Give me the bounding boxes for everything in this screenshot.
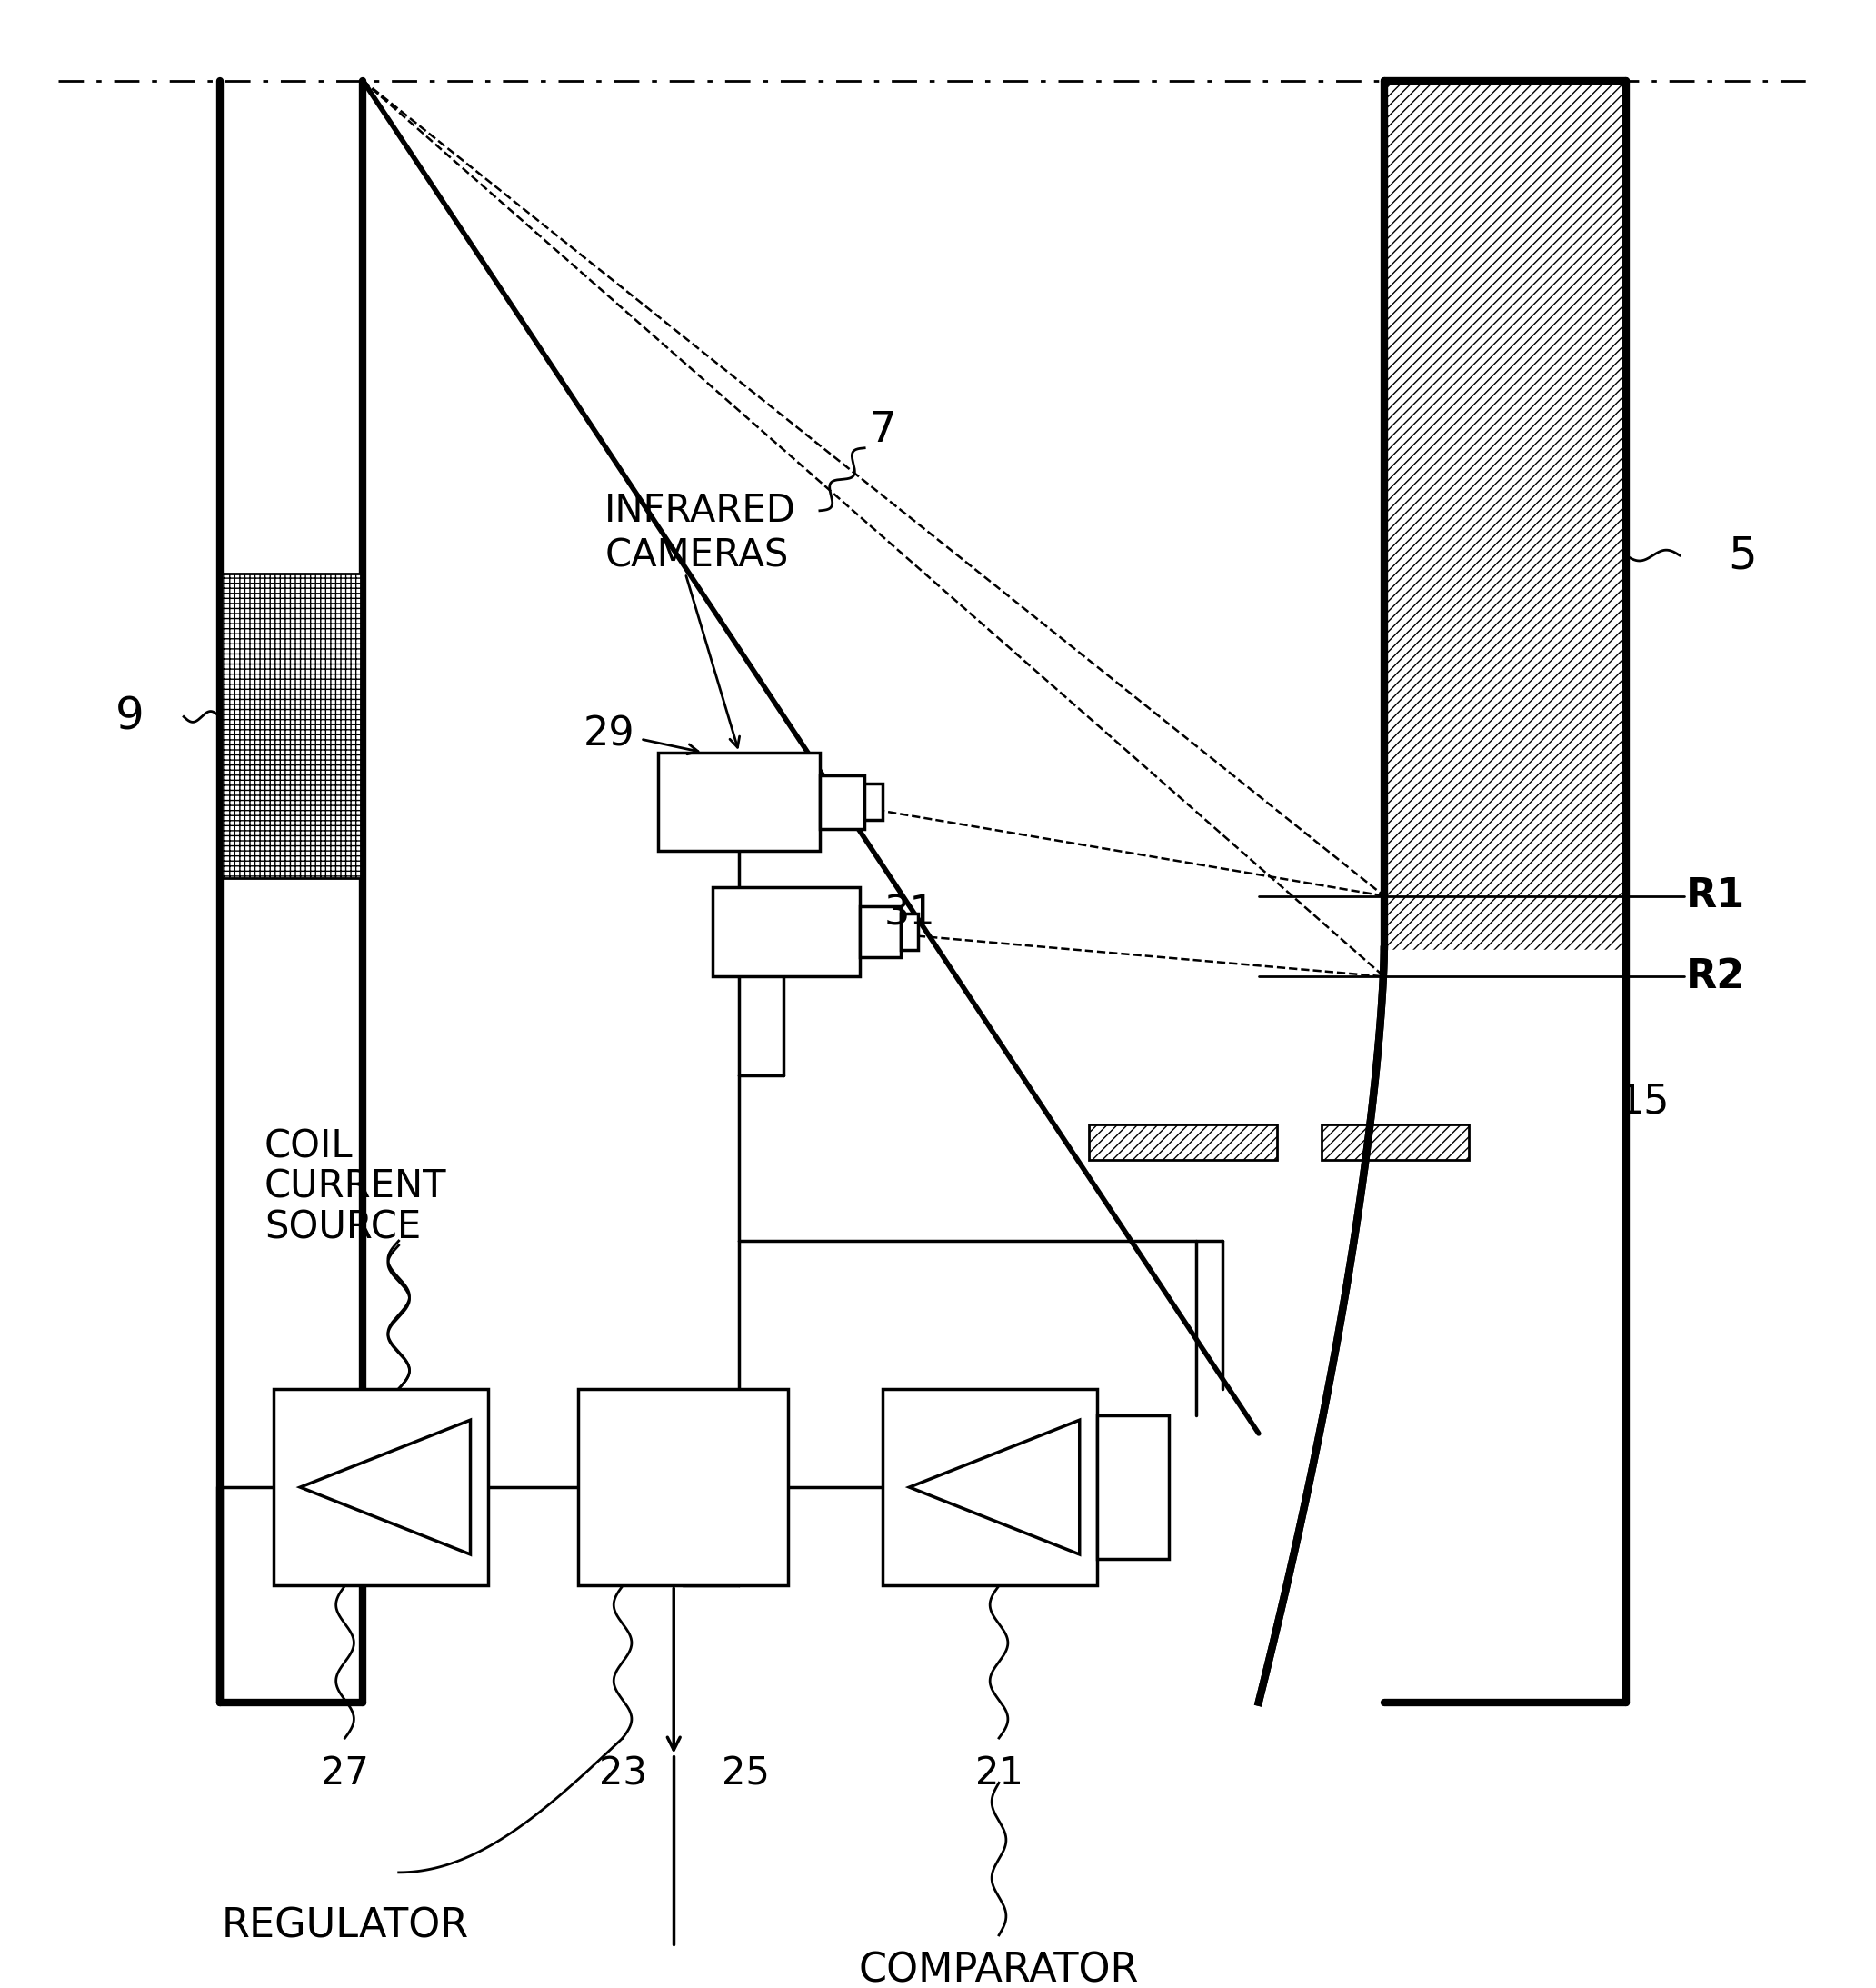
Bar	[1088, 1125, 1278, 1161]
Text: 27: 27	[321, 1755, 370, 1793]
Bar	[1384, 82, 1626, 1702]
Bar	[820, 775, 865, 829]
Bar	[713, 887, 859, 976]
Text: 23: 23	[598, 1755, 647, 1793]
Bar	[578, 1390, 788, 1586]
Text: R1: R1	[1687, 877, 1745, 914]
Polygon shape	[1259, 950, 1626, 1702]
Text: INFRARED: INFRARED	[604, 491, 797, 529]
Bar	[658, 753, 820, 851]
Polygon shape	[910, 1419, 1079, 1555]
Text: 29: 29	[583, 716, 634, 753]
Text: COIL: COIL	[265, 1127, 353, 1165]
Bar	[900, 914, 917, 950]
Text: R2: R2	[1687, 956, 1745, 996]
Text: CURRENT: CURRENT	[265, 1169, 446, 1207]
Text: CAMERAS: CAMERAS	[604, 537, 788, 575]
Bar	[1097, 1415, 1169, 1559]
Text: SOURCE: SOURCE	[265, 1209, 420, 1246]
Text: 9: 9	[116, 696, 144, 740]
Text: 5: 5	[1728, 533, 1758, 577]
Bar	[274, 1390, 488, 1586]
Text: 31: 31	[884, 895, 934, 934]
Bar	[221, 573, 360, 879]
Bar	[1321, 1125, 1469, 1161]
Polygon shape	[300, 1419, 471, 1555]
Text: COMPARATOR: COMPARATOR	[859, 1952, 1139, 1988]
Bar	[882, 1390, 1097, 1586]
Text: REGULATOR: REGULATOR	[221, 1906, 469, 1946]
Bar	[865, 783, 882, 819]
Text: 7: 7	[869, 410, 897, 451]
Text: 15: 15	[1619, 1081, 1670, 1121]
Bar	[859, 907, 900, 956]
Text: 21: 21	[976, 1755, 1022, 1793]
Bar	[1384, 950, 1626, 1702]
Text: 25: 25	[722, 1755, 769, 1793]
